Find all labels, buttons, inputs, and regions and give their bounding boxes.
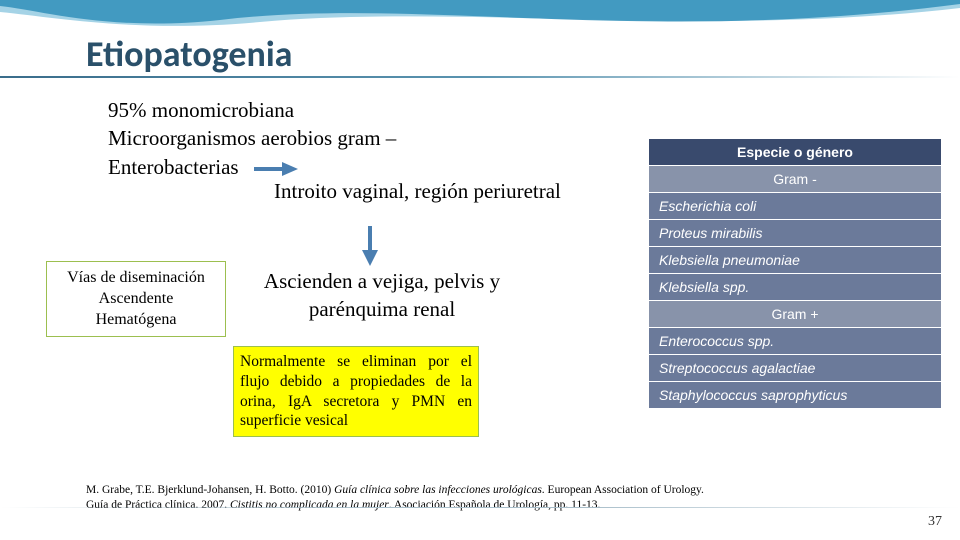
ascienden-text: Ascienden a vejiga, pelvis y parénquima … [242,268,522,323]
citation-1b: Guía clínica sobre las infecciones uroló… [334,484,542,496]
table-section-gram-pos: Gram + [649,301,942,328]
vias-box: Vías de diseminación Ascendente Hematóge… [46,261,226,337]
arrow-right-icon [252,160,298,178]
vias-line-2: Hematógena [51,310,221,331]
table-section-gram-neg: Gram - [649,166,942,193]
slide-title: Etiopatogenia [86,32,292,76]
footer-divider [0,507,960,508]
table-row: Staphylococcus saprophyticus [649,382,942,409]
table-header: Especie o género [649,139,942,166]
vias-title: Vías de diseminación [51,268,221,289]
arrow-down-icon [360,226,380,266]
highlight-box: Normalmente se eliminan por el flujo deb… [233,346,479,437]
line-1: 95% monomicrobiana [108,96,588,124]
line-2: Microorganismos aerobios gram – [108,124,588,152]
line-3: Enterobacterias [108,153,588,181]
table-row: Klebsiella spp. [649,274,942,301]
line-3-label: Enterobacterias [108,155,239,179]
main-text: 95% monomicrobiana Microorganismos aerob… [108,96,588,181]
citation-2b: Cistitis no complicada en la mujer [230,499,389,511]
vias-line-1: Ascendente [51,289,221,310]
species-table: Especie o género Gram - Escherichia coli… [648,138,942,409]
table-row: Proteus mirabilis [649,220,942,247]
table-row: Escherichia coli [649,193,942,220]
citation-2a: Guía de Práctica clínica. 2007. [86,499,230,511]
citation-2c: . Asociación Española de Urología, pp. 1… [389,499,601,511]
title-underline [0,76,960,78]
table-row: Klebsiella pneumoniae [649,247,942,274]
citation-1a: M. Grabe, T.E. Bjerklund-Johansen, H. Bo… [86,484,334,496]
page-number: 37 [928,514,942,530]
citation-1c: . European Association of Urology. [542,484,704,496]
intro-text: Introito vaginal, región periuretral [274,178,584,206]
table-row: Streptococcus agalactiae [649,355,942,382]
table-row: Enterococcus spp. [649,328,942,355]
